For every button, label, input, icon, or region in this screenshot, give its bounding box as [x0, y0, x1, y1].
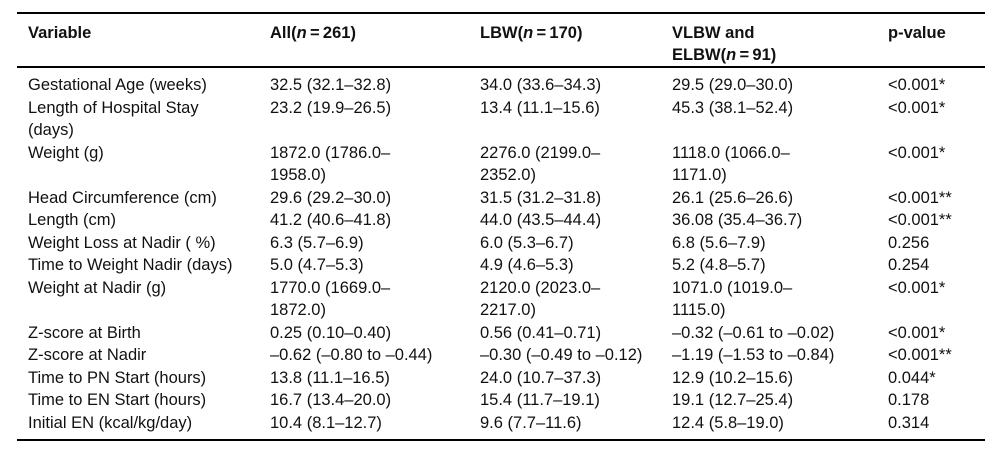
cell-all: 16.7 (13.4–20.0)	[270, 391, 392, 409]
cell-vlbw-elbw: –1.19 (–1.53 to –0.84)	[672, 346, 835, 364]
cell-all: 5.0 (4.7–5.3)	[270, 256, 364, 274]
table-row: Z-score at Nadir –0.62 (–0.80 to –0.44) …	[17, 344, 985, 367]
table-row: Weight (g) 1872.0 (1786.0– 1958.0) 2276.…	[17, 142, 985, 187]
cell-lbw: 2276.0 (2199.0– 2352.0)	[480, 143, 601, 185]
table-row: Initial EN (kcal/kg/day) 10.4 (8.1–12.7)…	[17, 412, 985, 441]
cell-variable: Z-score at Nadir	[28, 346, 147, 364]
cell-variable: Gestational Age (weeks)	[28, 76, 207, 94]
cell-all: 10.4 (8.1–12.7)	[270, 413, 382, 432]
cell-all: 6.3 (5.7–6.9)	[270, 233, 364, 252]
results-table: Variable All(n = 261) LBW(n = 170) VLBW …	[17, 12, 985, 441]
cell-p-value: <0.001*	[888, 98, 946, 117]
cell-p-value: <0.001**	[888, 188, 952, 207]
cell-vlbw-elbw: 1071.0 (1019.0– 1115.0)	[672, 278, 793, 320]
cell-lbw: 34.0 (33.6–34.3)	[480, 76, 602, 94]
table-row: Length (cm) 41.2 (40.6–41.8) 44.0 (43.5–…	[17, 209, 985, 232]
cell-all: 13.8 (11.1–16.5)	[270, 368, 390, 387]
col-header-p-value: p-value	[888, 13, 985, 68]
cell-vlbw-elbw: 19.1 (12.7–25.4)	[672, 391, 794, 409]
cell-p-value: <0.001*	[888, 143, 946, 162]
cell-variable: Time to Weight Nadir (days)	[28, 256, 233, 274]
cell-lbw: 44.0 (43.5–44.4)	[480, 211, 602, 229]
cell-variable: Length (cm)	[28, 211, 117, 229]
cell-lbw: –0.30 (–0.49 to –0.12)	[480, 346, 643, 364]
cell-variable: Initial EN (kcal/kg/day)	[28, 413, 193, 432]
cell-all: –0.62 (–0.80 to –0.44)	[270, 346, 433, 364]
table-row: Time to PN Start (hours) 13.8 (11.1–16.5…	[17, 367, 985, 390]
cell-variable: Length of Hospital Stay (days)	[28, 98, 199, 140]
cell-vlbw-elbw: 6.8 (5.6–7.9)	[672, 233, 766, 252]
table-header: Variable All(n = 261) LBW(n = 170) VLBW …	[17, 13, 985, 68]
cell-vlbw-elbw: 5.2 (4.8–5.7)	[672, 256, 766, 274]
cell-all: 23.2 (19.9–26.5)	[270, 98, 392, 117]
n-symbol: n	[296, 24, 307, 42]
cell-lbw: 13.4 (11.1–15.6)	[480, 98, 600, 117]
header-text: = 261)	[306, 24, 356, 42]
cell-variable: Weight at Nadir (g)	[28, 278, 167, 297]
cell-variable: Weight (g)	[28, 143, 104, 162]
cell-variable: Time to EN Start (hours)	[28, 391, 207, 409]
cell-vlbw-elbw: 45.3 (38.1–52.4)	[672, 98, 794, 117]
cell-lbw: 6.0 (5.3–6.7)	[480, 233, 574, 252]
cell-vlbw-elbw: 1118.0 (1066.0– 1171.0)	[672, 143, 790, 185]
cell-vlbw-elbw: 12.4 (5.8–19.0)	[672, 413, 784, 432]
n-symbol: n	[523, 24, 534, 42]
cell-variable: Head Circumference (cm)	[28, 188, 217, 207]
cell-lbw: 4.9 (4.6–5.3)	[480, 256, 574, 274]
header-text: All(	[270, 24, 297, 42]
cell-p-value: 0.044*	[888, 368, 936, 387]
table-row: Time to Weight Nadir (days) 5.0 (4.7–5.3…	[17, 254, 985, 277]
table-row: Length of Hospital Stay (days) 23.2 (19.…	[17, 97, 985, 142]
col-header-all: All(n = 261)	[270, 13, 480, 68]
cell-p-value: <0.001**	[888, 346, 952, 364]
table-row: Head Circumference (cm) 29.6 (29.2–30.0)…	[17, 187, 985, 210]
header-row: Variable All(n = 261) LBW(n = 170) VLBW …	[17, 13, 985, 68]
cell-p-value: 0.178	[888, 391, 930, 409]
col-header-variable: Variable	[17, 13, 270, 68]
cell-lbw: 24.0 (10.7–37.3)	[480, 368, 602, 387]
cell-vlbw-elbw: 29.5 (29.0–30.0)	[672, 76, 794, 94]
cell-all: 41.2 (40.6–41.8)	[270, 211, 392, 229]
header-text: VLBW and ELBW(	[672, 24, 755, 64]
header-text: = 170)	[533, 24, 583, 42]
col-header-vlbw-elbw: VLBW and ELBW(n = 91)	[672, 13, 888, 68]
cell-lbw: 9.6 (7.7–11.6)	[480, 413, 582, 432]
cell-vlbw-elbw: 12.9 (10.2–15.6)	[672, 368, 794, 387]
cell-lbw: 15.4 (11.7–19.1)	[480, 391, 600, 409]
cell-all: 29.6 (29.2–30.0)	[270, 188, 392, 207]
cell-all: 32.5 (32.1–32.8)	[270, 76, 392, 94]
cell-p-value: <0.001*	[888, 278, 946, 297]
cell-p-value: 0.256	[888, 233, 930, 252]
cell-lbw: 2120.0 (2023.0– 2217.0)	[480, 278, 601, 320]
cell-vlbw-elbw: 26.1 (25.6–26.6)	[672, 188, 794, 207]
table-row: Z-score at Birth 0.25 (0.10–0.40) 0.56 (…	[17, 322, 985, 345]
cell-all: 1770.0 (1669.0– 1872.0)	[270, 278, 391, 320]
cell-p-value: 0.254	[888, 256, 930, 274]
cell-vlbw-elbw: 36.08 (35.4–36.7)	[672, 211, 803, 229]
table-body: Gestational Age (weeks) 32.5 (32.1–32.8)…	[17, 67, 985, 440]
cell-p-value: <0.001**	[888, 211, 952, 229]
n-symbol: n	[726, 46, 737, 64]
cell-variable: Weight Loss at Nadir ( %)	[28, 233, 216, 252]
cell-variable: Z-score at Birth	[28, 323, 141, 342]
table-row: Time to EN Start (hours) 16.7 (13.4–20.0…	[17, 389, 985, 412]
cell-p-value: 0.314	[888, 413, 930, 432]
cell-all: 1872.0 (1786.0– 1958.0)	[270, 143, 391, 185]
cell-p-value: <0.001*	[888, 323, 946, 342]
header-text: LBW(	[480, 24, 524, 42]
cell-all: 0.25 (0.10–0.40)	[270, 323, 392, 342]
table-row: Gestational Age (weeks) 32.5 (32.1–32.8)…	[17, 67, 985, 97]
cell-vlbw-elbw: –0.32 (–0.61 to –0.02)	[672, 323, 835, 342]
table-row: Weight at Nadir (g) 1770.0 (1669.0– 1872…	[17, 277, 985, 322]
cell-lbw: 31.5 (31.2–31.8)	[480, 188, 602, 207]
cell-variable: Time to PN Start (hours)	[28, 368, 207, 387]
results-table-wrapper: Variable All(n = 261) LBW(n = 170) VLBW …	[17, 12, 985, 441]
header-text: = 91)	[736, 46, 777, 64]
table-row: Weight Loss at Nadir ( %) 6.3 (5.7–6.9) …	[17, 232, 985, 255]
cell-p-value: <0.001*	[888, 76, 946, 94]
col-header-lbw: LBW(n = 170)	[480, 13, 672, 68]
cell-lbw: 0.56 (0.41–0.71)	[480, 323, 602, 342]
